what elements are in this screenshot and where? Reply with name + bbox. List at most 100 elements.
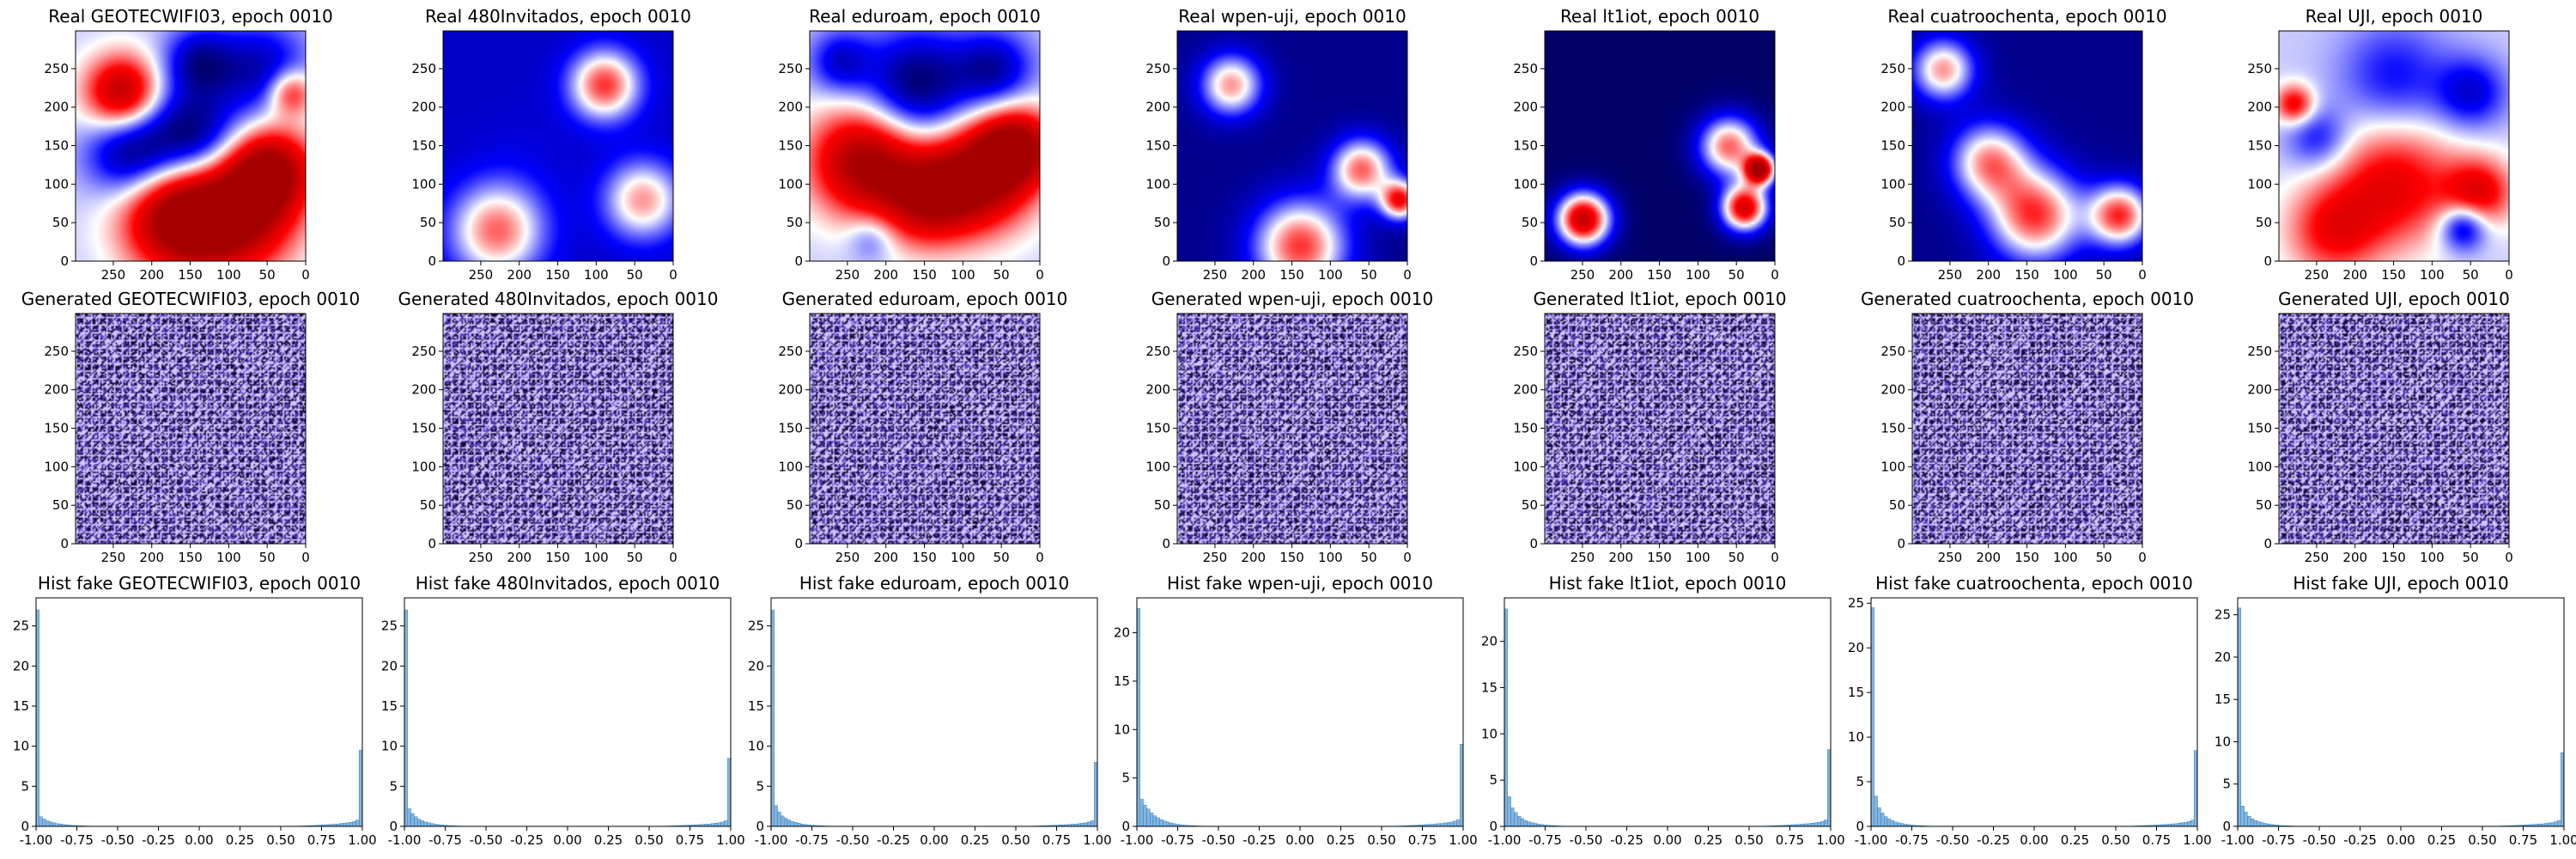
y-tick-label: 100	[411, 176, 436, 192]
heatmap-panel: Generated wpen-uji, epoch 0010 250 200 150 1…	[1145, 289, 1433, 565]
hist-bar	[714, 823, 718, 827]
x-tick-label: -1.00	[20, 832, 53, 848]
x-tick-label: 200	[873, 267, 898, 283]
axes-frame	[1870, 597, 2198, 827]
x-tick-label: 0	[2138, 267, 2147, 283]
hist-bar	[1446, 822, 1450, 827]
hist-bar	[2557, 819, 2561, 827]
x-tick-label: -0.50	[101, 832, 135, 848]
y-tick-label: 150	[1145, 421, 1170, 436]
x-tick-label: -0.75	[1895, 832, 1929, 848]
hist-bar	[359, 750, 363, 827]
y-tick-label: 15	[381, 698, 398, 714]
x-tick-label: 150	[178, 267, 203, 283]
y-tick-label: 50	[1154, 497, 1170, 513]
x-tick-label: 0.50	[266, 832, 295, 848]
x-tick-label: -0.75	[1528, 832, 1562, 848]
heatmap-image	[76, 31, 306, 261]
y-tick-label: 0	[2263, 253, 2272, 269]
heatmap-panel: Generated eduroam, epoch 0010 250 200 150 10…	[778, 289, 1067, 565]
x-tick-label: 200	[1608, 267, 1633, 283]
panel-title: Generated GEOTECWIFI03, epoch 0010	[21, 289, 361, 309]
y-tick-label: 0	[794, 253, 803, 269]
y-tick-label: 100	[1880, 176, 1905, 192]
x-tick-label: 0.50	[1735, 832, 1763, 848]
y-tick-label: 200	[2247, 100, 2272, 115]
hist-bar	[427, 822, 431, 827]
y-tick-label: 50	[2256, 215, 2272, 230]
y-tick-label: 20	[2215, 649, 2231, 665]
y-tick-label: 50	[1889, 497, 1905, 513]
hist-bar	[1817, 821, 1821, 827]
x-tick-label: 0.75	[2142, 832, 2171, 848]
heatmap-panel: Real cuatroochenta, epoch 0010 250 200 150 1…	[1880, 6, 2166, 283]
y-tick-label: 0	[389, 819, 398, 834]
x-tick-label: 100	[216, 267, 241, 283]
y-tick-label: 10	[2215, 734, 2231, 749]
y-tick-label: 200	[44, 382, 69, 398]
x-tick-label: 0.00	[2386, 832, 2415, 848]
y-tick-label: 250	[411, 61, 436, 76]
hist-bar	[784, 818, 788, 827]
y-tick-label: 0	[21, 819, 29, 834]
y-tick-label: 250	[2247, 61, 2272, 76]
hist-bar	[2257, 821, 2261, 827]
y-tick-label: 250	[778, 344, 803, 359]
x-tick-label: 250	[1203, 267, 1228, 283]
axes-frame	[1136, 597, 1464, 827]
y-tick-label: 150	[44, 138, 69, 154]
histogram-panel: Hist fake 480Invitados, epoch 0010-1.00-…	[381, 573, 745, 848]
y-tick-label: 150	[1513, 138, 1538, 154]
x-tick-label: 0	[2505, 550, 2513, 565]
hist-bar	[1507, 796, 1511, 827]
x-tick-label: -0.50	[2303, 832, 2336, 848]
hist-bar	[2554, 821, 2558, 827]
panel-title: Real 480Invitados, epoch 0010	[425, 6, 691, 27]
y-tick-label: 200	[2247, 382, 2272, 398]
x-tick-label: -0.75	[795, 832, 829, 848]
x-tick-label: -1.00	[1121, 832, 1154, 848]
heatmap-panel: Real UJI, epoch 0010 250 200 150 100 50 0 0 50 10…	[2247, 6, 2512, 283]
x-tick-label: 0.00	[1653, 832, 1681, 848]
hist-bar	[1139, 799, 1144, 827]
axes-frame	[35, 597, 363, 827]
x-tick-label: 100	[1686, 267, 1710, 283]
hist-bar	[720, 821, 725, 827]
x-tick-label: 250	[469, 550, 494, 565]
x-tick-label: 0	[1403, 550, 1412, 565]
y-tick-label: 100	[778, 459, 803, 474]
hist-bar	[404, 609, 408, 827]
y-tick-label: 0	[60, 253, 69, 269]
heatmap-panel: Real lt1iot, epoch 0010 250 200 150 100 50 0 0 5…	[1513, 6, 1778, 283]
y-tick-label: 250	[44, 61, 69, 76]
hist-bar	[1443, 822, 1448, 827]
x-tick-label: 1.00	[1449, 832, 1477, 848]
histogram-panel: Hist fake UJI, epoch 0010 -1.00 -0.75 -0.50…	[2215, 573, 2576, 848]
x-tick-label: 50	[1361, 550, 1377, 565]
hist-bar	[1820, 820, 1825, 827]
x-tick-label: 100	[216, 550, 241, 565]
y-tick-label: 250	[2247, 344, 2272, 359]
panel-title: Hist fake eduroam, epoch 0010	[799, 573, 1069, 594]
x-tick-label: 0	[2505, 267, 2513, 283]
y-tick-label: 250	[1145, 344, 1170, 359]
hist-bar	[797, 823, 801, 827]
x-tick-label: 0	[1403, 267, 1412, 283]
x-tick-label: 200	[873, 550, 898, 565]
y-tick-label: 200	[1513, 100, 1538, 115]
hist-bar	[1149, 813, 1154, 827]
x-tick-label: 50	[627, 550, 643, 565]
y-tick-label: 150	[1880, 421, 1905, 436]
x-tick-label: 0	[1036, 267, 1044, 283]
y-tick-label: 100	[2247, 176, 2272, 192]
y-tick-label: 0	[1162, 253, 1170, 269]
hist-bar	[407, 808, 411, 827]
hist-bar	[770, 609, 775, 827]
panel-title: Hist fake GEOTECWIFI03, epoch 0010	[38, 573, 361, 594]
hist-bar	[1449, 821, 1454, 827]
heatmap-image	[1545, 314, 1775, 544]
hist-bar	[1893, 821, 1898, 827]
hist-bar	[2550, 822, 2555, 827]
y-tick-label: 20	[1481, 634, 1498, 649]
x-tick-label: 0.00	[2020, 832, 2048, 848]
